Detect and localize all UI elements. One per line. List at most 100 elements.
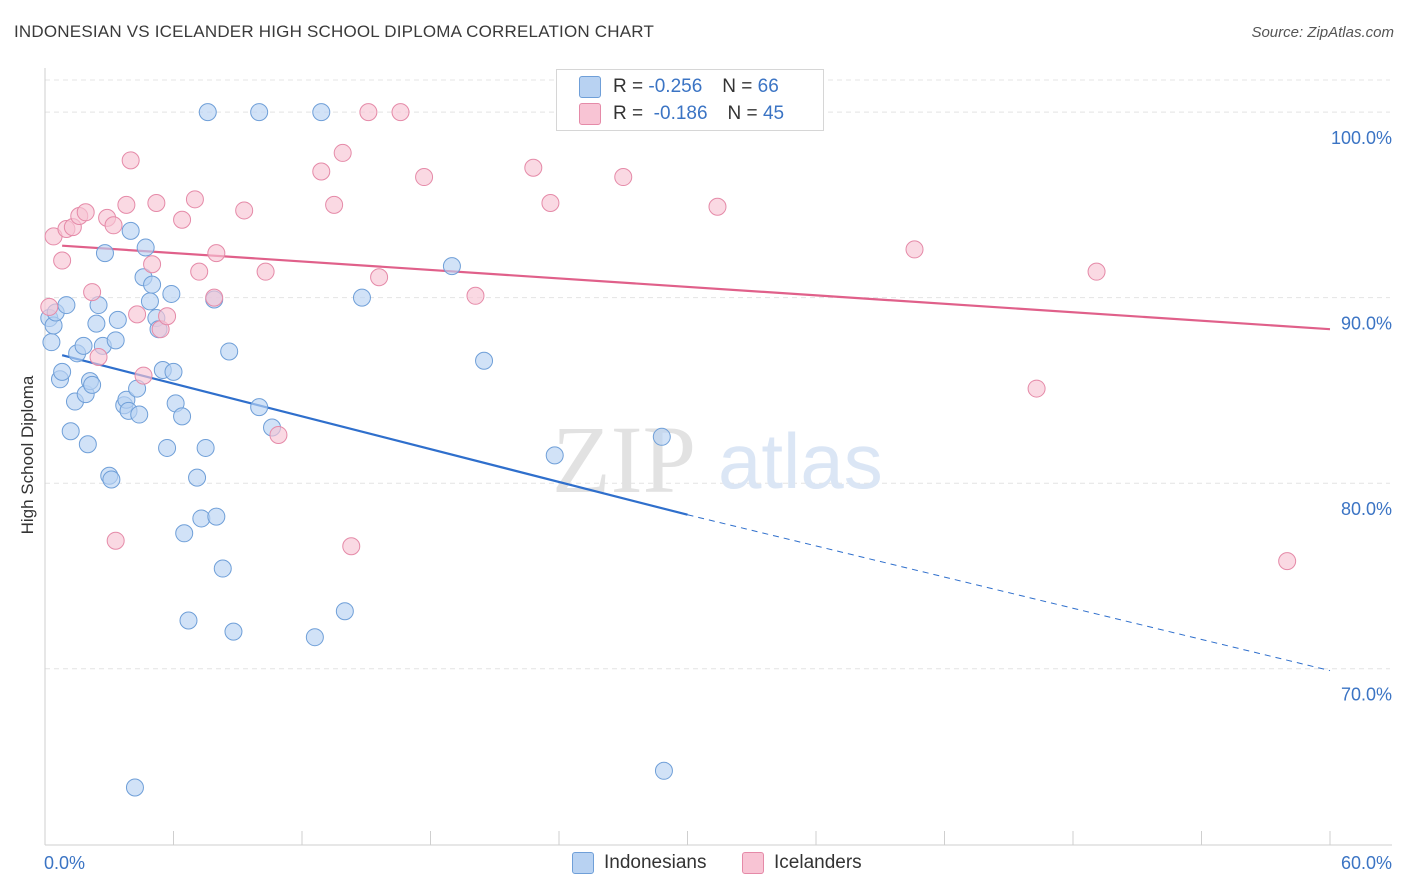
icelanders-point <box>173 210 192 229</box>
icelanders-point <box>40 297 59 316</box>
indonesians-point <box>136 238 155 257</box>
legend-n-label: N = <box>727 103 758 124</box>
icelanders-point <box>1087 262 1106 281</box>
indonesians-point <box>188 468 207 487</box>
indonesians-point <box>173 407 192 426</box>
legend-row-icelanders: R = -0.186 N = 45 <box>579 102 784 126</box>
indonesians-point <box>250 103 269 122</box>
axes <box>44 68 1392 846</box>
indonesians-point <box>224 622 243 641</box>
icelanders-point <box>76 203 95 222</box>
indonesians-point <box>312 103 331 122</box>
indonesians-point <box>143 275 162 294</box>
indonesians-point <box>57 296 76 315</box>
indonesians-point <box>162 284 181 303</box>
indonesians-point <box>652 427 671 446</box>
indonesians-point <box>192 509 211 528</box>
icelanders-point <box>134 366 153 385</box>
icelanders-point <box>415 168 434 187</box>
bottom-legend-swatch-pink <box>742 852 764 874</box>
chart-title: INDONESIAN VS ICELANDER HIGH SCHOOL DIPL… <box>14 22 655 41</box>
icelanders-point <box>143 255 162 274</box>
icelanders-point <box>370 268 389 287</box>
icelanders-point <box>1027 379 1046 398</box>
indonesians-point <box>102 470 121 489</box>
icelanders-point <box>342 537 361 556</box>
bottom-legend-swatch-blue <box>572 852 594 874</box>
icelanders-point <box>53 251 72 270</box>
watermark: ZIP atlas <box>552 406 883 513</box>
y-tick-label: 100.0% <box>1331 128 1392 148</box>
indonesians-point <box>654 761 673 780</box>
icelanders-point <box>121 151 140 170</box>
indonesians-point <box>42 333 61 352</box>
legend-swatch-pink <box>579 103 601 125</box>
correlation-legend: R = -0.256 N = 66 R = -0.186 N = 45 <box>556 69 824 131</box>
legend-r-value: -0.186 <box>653 103 708 124</box>
indonesians-point <box>198 103 217 122</box>
icelanders-point <box>312 162 331 181</box>
watermark-zip: ZIP <box>552 406 696 513</box>
icelanders-point <box>524 158 543 177</box>
icelanders-trend-line <box>62 244 1331 331</box>
x-tick-label: 0.0% <box>44 853 85 873</box>
indonesians-point <box>175 524 194 543</box>
tick-labels: 70.0% 80.0% 90.0% 100.0% 0.0% 60.0% <box>44 128 1392 873</box>
indonesians-trend-extension <box>687 514 1331 672</box>
legend-row-indonesians: R = -0.256 N = 66 <box>579 75 779 99</box>
icelanders-point <box>207 244 226 263</box>
bottom-legend-indonesians: Indonesians <box>572 852 706 874</box>
watermark-atlas: atlas <box>718 417 883 505</box>
indonesians-point <box>305 628 324 647</box>
icelanders-point <box>89 348 108 367</box>
icelanders-point <box>205 288 224 307</box>
x-tick-label: 60.0% <box>1341 853 1392 873</box>
icelanders-point <box>158 307 177 326</box>
icelanders-point <box>1278 552 1297 571</box>
indonesians-point <box>250 398 269 417</box>
icelanders-point <box>104 216 123 235</box>
indonesians-point <box>87 314 106 333</box>
indonesians-trend-line <box>61 354 688 516</box>
indonesians-point <box>335 602 354 621</box>
indonesians-point <box>130 405 149 424</box>
icelanders-point <box>391 103 410 122</box>
icelanders-point <box>905 240 924 259</box>
legend-r-value: -0.256 <box>648 76 703 97</box>
indonesians-point <box>207 507 226 526</box>
legend-n-value: 45 <box>762 103 785 124</box>
indonesians-point <box>61 422 80 441</box>
legend-n-value: 66 <box>757 76 779 97</box>
indonesians-point <box>121 221 140 240</box>
icelanders-point <box>185 190 204 209</box>
indonesians-point <box>545 446 564 465</box>
indonesians-point <box>53 362 72 381</box>
icelanders-point <box>269 425 288 444</box>
indonesians-point <box>164 362 183 381</box>
indonesians-point <box>196 438 215 457</box>
indonesians-point <box>95 244 114 263</box>
indonesians-point <box>140 292 159 311</box>
legend-r-label: R = <box>613 76 644 97</box>
icelanders-point <box>466 286 485 305</box>
y-tick-label: 90.0% <box>1341 314 1392 334</box>
icelanders-point <box>541 194 560 213</box>
indonesians-point <box>108 310 127 329</box>
legend-swatch-blue <box>579 76 601 98</box>
bottom-legend-label: Indonesians <box>604 852 707 873</box>
indonesians-point <box>213 559 232 578</box>
legend-n-label: N = <box>722 76 753 97</box>
y-tick-label: 70.0% <box>1341 685 1392 705</box>
icelanders-point <box>359 103 378 122</box>
trend-lines <box>61 244 1331 672</box>
icelanders-point <box>106 531 125 550</box>
icelanders-point <box>147 194 166 213</box>
chart-source: Source: ZipAtlas.com <box>1251 24 1394 41</box>
indonesians-point <box>352 288 371 307</box>
icelanders-point <box>325 195 344 214</box>
indonesians-point <box>78 435 97 454</box>
bottom-legend-label: Icelanders <box>774 852 862 873</box>
indonesians-point <box>442 257 461 276</box>
icelanders-point <box>256 262 275 281</box>
